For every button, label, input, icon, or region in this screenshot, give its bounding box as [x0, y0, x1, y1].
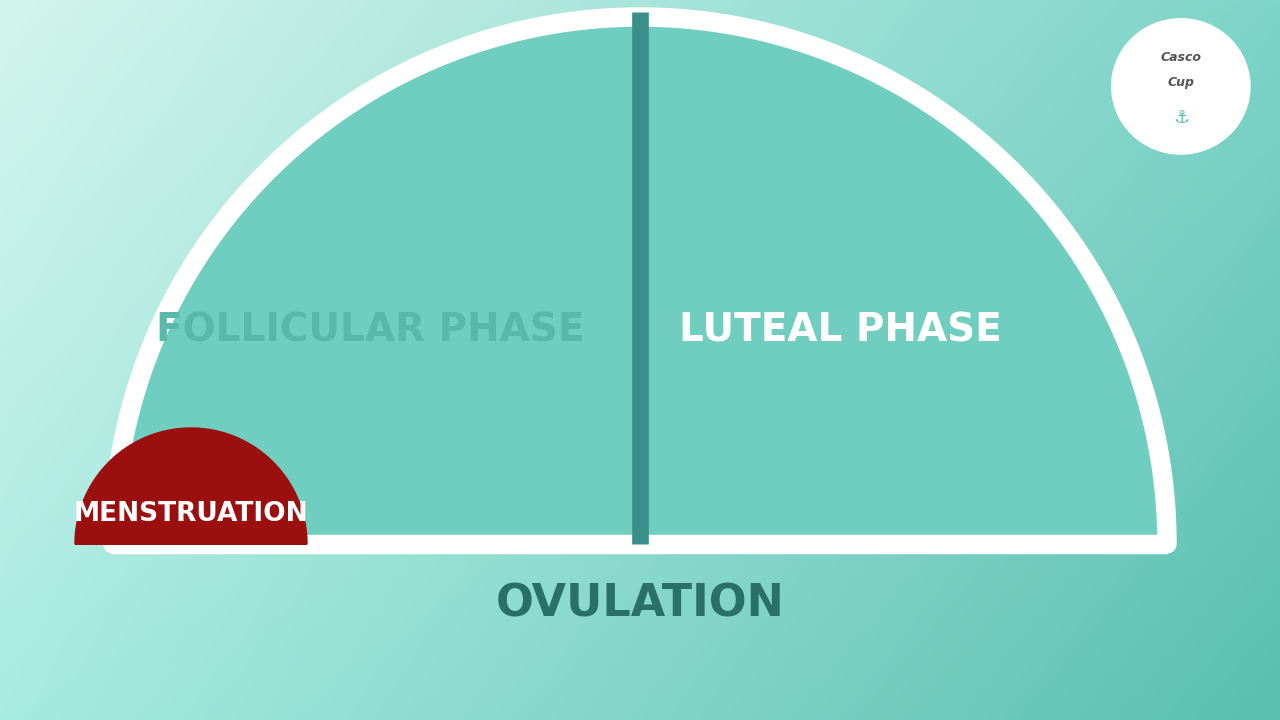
Text: Casco: Casco — [1160, 51, 1202, 64]
Text: Cup: Cup — [1167, 76, 1194, 89]
Text: LUTEAL PHASE: LUTEAL PHASE — [678, 311, 1001, 349]
Polygon shape — [113, 17, 1167, 544]
Text: ⚓: ⚓ — [1172, 109, 1189, 127]
Text: OVULATION: OVULATION — [495, 582, 785, 626]
Polygon shape — [76, 428, 307, 544]
Text: FOLLICULAR PHASE: FOLLICULAR PHASE — [156, 311, 584, 349]
Text: MENSTRUATION: MENSTRUATION — [74, 501, 308, 527]
Circle shape — [1111, 19, 1251, 154]
